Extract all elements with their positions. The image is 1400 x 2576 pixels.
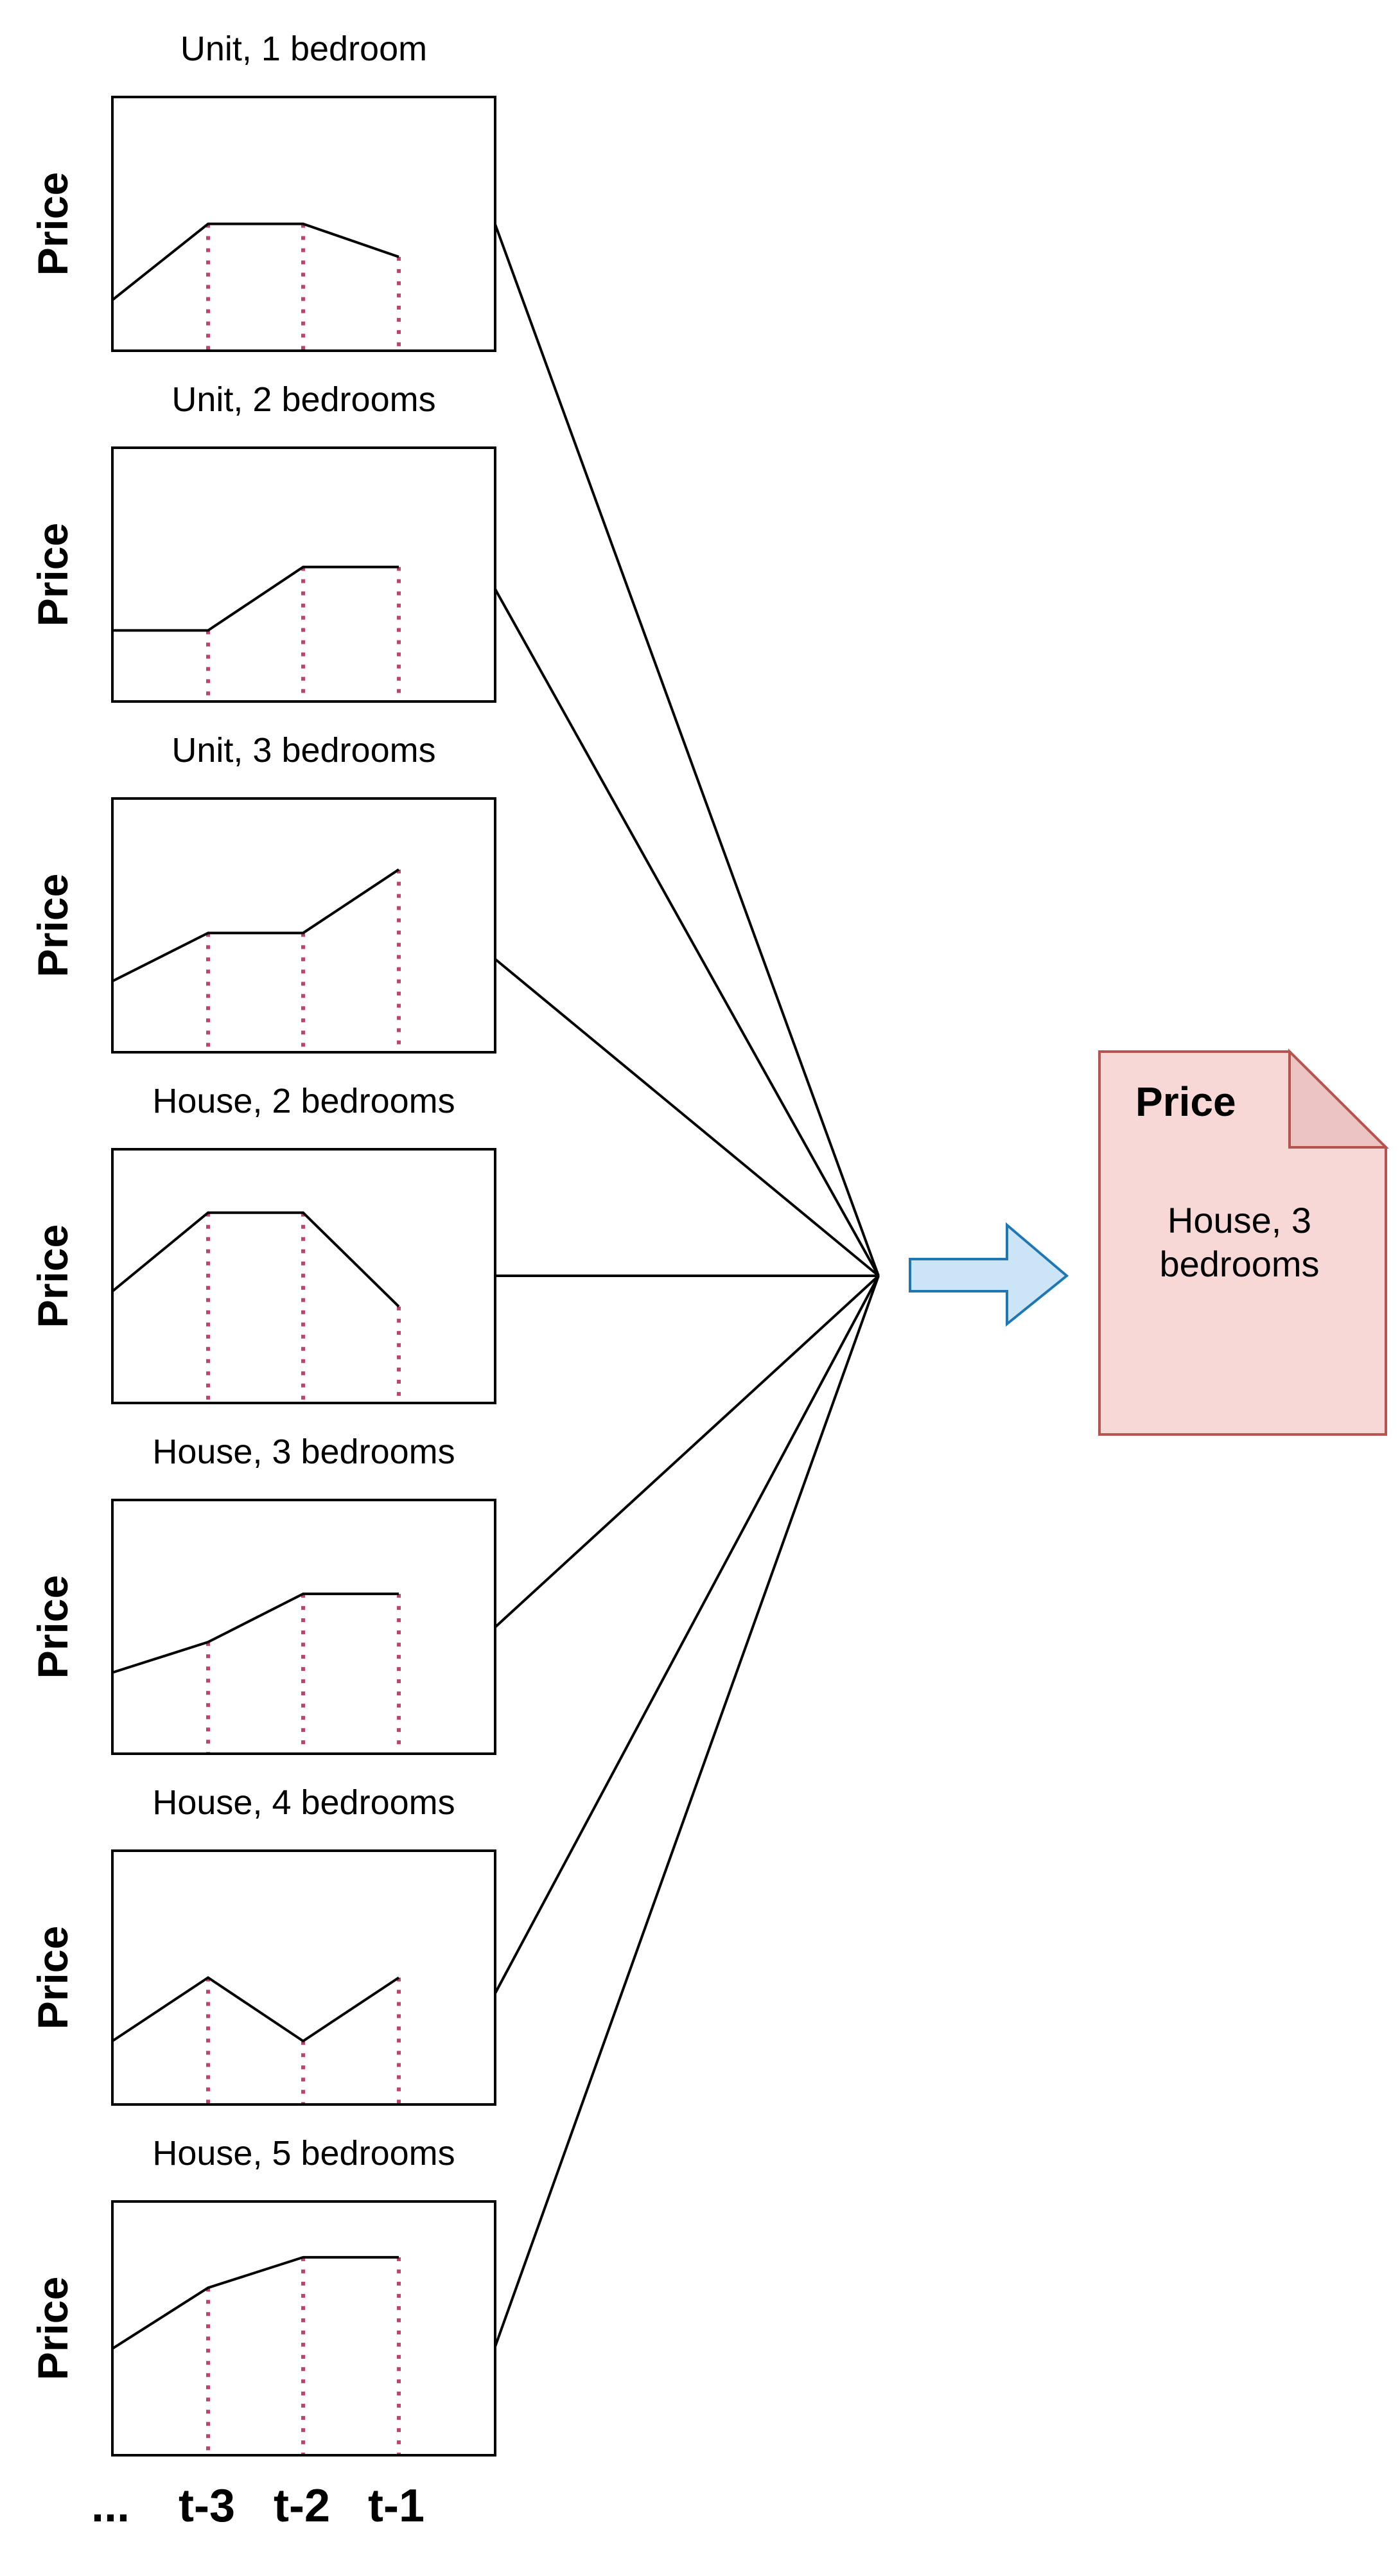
x-tick-label: t-1 [368, 2480, 424, 2532]
y-axis-label: Price [29, 1575, 76, 1679]
panel-title: House, 5 bedrooms [152, 2134, 455, 2173]
arrow-icon [909, 1222, 1069, 1327]
output-text: bedrooms [1159, 1244, 1319, 1284]
panel-frame [111, 2200, 496, 2457]
output-label: Price [1135, 1079, 1236, 1125]
y-axis-label: Price [29, 874, 76, 977]
connector-line [494, 224, 880, 1276]
panel-title: Unit, 1 bedroom [180, 30, 427, 68]
x-tick-label: t-3 [179, 2480, 235, 2532]
panel-title: House, 3 bedrooms [152, 1433, 455, 1471]
panel-frame [111, 1849, 496, 2106]
price-line [111, 222, 399, 301]
price-line [111, 1211, 400, 1308]
panel-frame [111, 96, 496, 352]
output-text: House, 3 [1168, 1200, 1311, 1240]
y-axis-label: Price [29, 523, 76, 626]
panel-frame [111, 446, 496, 703]
connector-line [494, 1275, 880, 1994]
x-tick-label: ... [91, 2480, 130, 2532]
y-axis-label: Price [29, 1926, 76, 2029]
y-axis-label: Price [29, 172, 76, 276]
document-fold-icon [1288, 1048, 1389, 1149]
panel-title: Unit, 3 bedrooms [171, 731, 435, 770]
price-line [111, 2255, 399, 2350]
price-line [111, 1976, 400, 2043]
price-line [112, 565, 399, 632]
connector-line [494, 588, 880, 1276]
panel-frame [111, 1499, 496, 1755]
panel-frame [111, 797, 496, 1054]
panel-title: Unit, 2 bedrooms [171, 380, 435, 419]
y-axis-label: Price [29, 1224, 76, 1328]
connector-line [494, 1275, 880, 2347]
price-line [112, 868, 400, 983]
y-axis-label: Price [29, 2277, 76, 2380]
panel-title: House, 4 bedrooms [152, 1783, 455, 1822]
panel-title: House, 2 bedrooms [152, 1082, 455, 1120]
price-line [112, 1592, 399, 1674]
x-tick-label: t-2 [274, 2480, 330, 2532]
connector-line [494, 958, 880, 1277]
connector-line [494, 1275, 880, 1628]
